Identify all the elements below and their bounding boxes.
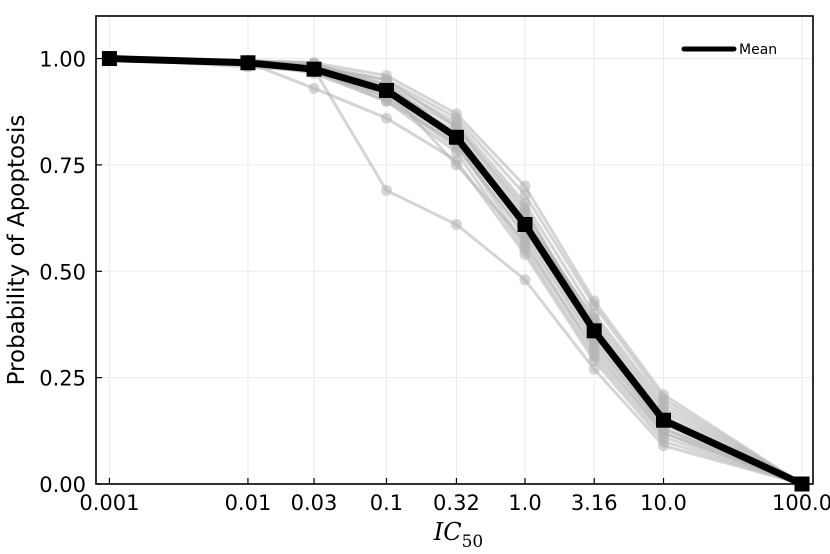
mean-point: [306, 61, 322, 77]
replicate-point: [588, 299, 600, 311]
plot-frame: [95, 15, 814, 485]
x-tick-label: 1.0: [508, 491, 541, 515]
replicate-point: [658, 401, 670, 413]
mean-point: [517, 216, 533, 232]
mean-series: [101, 51, 810, 492]
replicate-point: [519, 180, 531, 192]
x-axis-label: IC50: [433, 518, 483, 552]
replicate-point: [380, 184, 392, 196]
replicate-point: [519, 240, 531, 252]
x-tick-label: 0.001: [79, 491, 139, 515]
x-tick-label: 100.0: [772, 491, 830, 515]
y-axis-label: Probability of Apoptosis: [4, 115, 30, 386]
replicate-point: [658, 440, 670, 452]
replicate-point: [519, 201, 531, 213]
replicate-point: [380, 112, 392, 124]
replicate-point: [308, 82, 320, 94]
replicate-point: [658, 427, 670, 439]
x-tick-label: 3.16: [571, 491, 618, 515]
x-tick-label: 0.03: [291, 491, 338, 515]
mean-point: [656, 412, 672, 428]
y-tick-label: 1.00: [39, 48, 86, 72]
y-tick-label: 0.75: [39, 154, 86, 178]
legend-mean-label: Mean: [739, 42, 777, 58]
replicate-point: [519, 274, 531, 286]
y-axis-ticks: 0.00 0.25 0.50 0.75 1.00: [39, 48, 102, 497]
mean-point: [378, 82, 394, 98]
replicate-point: [588, 342, 600, 354]
x-tick-label: 0.1: [370, 491, 403, 515]
replicate-point: [588, 363, 600, 375]
x-axis-label-main: IC: [433, 518, 462, 546]
mean-point: [448, 129, 464, 145]
y-tick-label: 0.00: [39, 473, 86, 497]
replicate-point: [450, 112, 462, 124]
replicate-point: [450, 121, 462, 133]
mean-point: [240, 55, 256, 71]
x-tick-label: 0.01: [225, 491, 272, 515]
legend: Mean: [681, 42, 777, 58]
mean-point: [101, 51, 117, 67]
y-tick-label: 0.50: [39, 260, 86, 284]
x-tick-label: 0.32: [433, 491, 480, 515]
replicate-point: [450, 218, 462, 230]
mean-point: [586, 323, 602, 339]
replicate-point: [519, 189, 531, 201]
x-axis-label-subscript: 50: [462, 532, 484, 552]
x-axis-ticks: 0.001 0.01 0.03 0.1 0.32 1.0 3.16 10.0 100.0: [79, 478, 830, 515]
replicate-point: [380, 95, 392, 107]
y-tick-label: 0.25: [39, 367, 86, 391]
x-tick-label: 10.0: [640, 491, 687, 515]
replicate-point: [450, 159, 462, 171]
